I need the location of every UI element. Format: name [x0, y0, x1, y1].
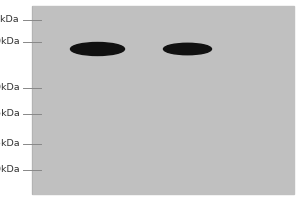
Text: 35kDa: 35kDa	[0, 110, 20, 118]
Text: 20kDa: 20kDa	[0, 166, 20, 174]
Bar	[32, 6, 294, 194]
Text: 25kDa: 25kDa	[0, 140, 20, 148]
Text: 90kDa: 90kDa	[0, 38, 20, 46]
Ellipse shape	[164, 43, 211, 55]
Ellipse shape	[70, 43, 124, 55]
Text: 120kDa: 120kDa	[0, 16, 20, 24]
Text: 50kDa: 50kDa	[0, 83, 20, 92]
